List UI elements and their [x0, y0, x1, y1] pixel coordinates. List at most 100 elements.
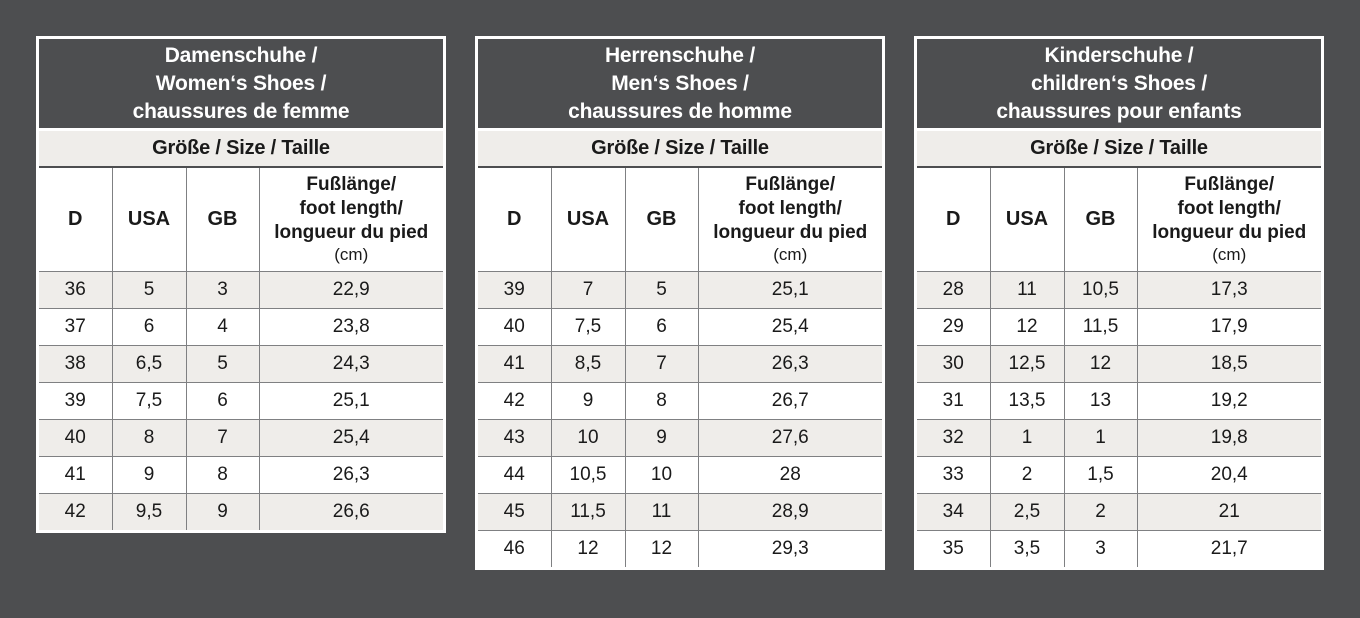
table-row: 38 6,5 5 24,3 — [39, 345, 443, 383]
cell-gb: 9 — [625, 419, 699, 457]
cell-footlength: 24,3 — [259, 345, 443, 383]
cell-gb: 13 — [1064, 382, 1138, 420]
cell-usa: 9 — [112, 456, 187, 494]
cell-d: 39 — [39, 382, 113, 420]
column-header-gb: GB — [186, 168, 260, 272]
table-row: 39 7 5 25,1 — [478, 271, 882, 309]
cell-d: 29 — [917, 308, 991, 346]
column-header-footlength: Fußlänge/ foot length/ longueur du pied … — [698, 168, 882, 272]
size-subheader: Größe / Size / Taille — [39, 131, 443, 168]
cell-usa: 5 — [112, 271, 187, 309]
table-row: 42 9,5 9 26,6 — [39, 493, 443, 530]
footlength-unit: (cm) — [334, 245, 369, 265]
cell-usa: 12 — [551, 530, 626, 567]
cell-usa: 8,5 — [551, 345, 626, 383]
cell-d: 38 — [39, 345, 113, 383]
cell-usa: 6,5 — [112, 345, 187, 383]
cell-gb: 6 — [186, 382, 260, 420]
table-row: 42 9 8 26,7 — [478, 382, 882, 420]
cell-gb: 2 — [1064, 493, 1138, 531]
cell-gb: 10,5 — [1064, 271, 1138, 309]
cell-footlength: 26,7 — [698, 382, 882, 420]
cell-d: 31 — [917, 382, 991, 420]
cell-footlength: 22,9 — [259, 271, 443, 309]
cell-footlength: 21,7 — [1210, 537, 1248, 559]
table-title-line: children‘s Shoes / — [1030, 71, 1208, 95]
cell-usa: 6 — [112, 308, 187, 346]
table-title-line: Herrenschuhe / — [604, 43, 756, 67]
cell-d: 43 — [478, 419, 552, 457]
footlength-unit: (cm) — [1212, 245, 1247, 265]
cell-d: 44 — [478, 456, 552, 494]
size-rows: 28 11 10,5 17,3 29 12 11,5 17,9 30 12,5 12 18,5 31 13… — [917, 271, 1321, 567]
footlength-label-en: foot length/ — [299, 198, 403, 220]
size-subheader: Größe / Size / Taille — [917, 131, 1321, 168]
table-row: 30 12,5 12 18,5 — [917, 345, 1321, 383]
cell-footlength: 25,4 — [259, 419, 443, 457]
table-title: Damenschuhe / Women‘s Shoes / chaussures d… — [39, 39, 443, 131]
cell-usa: 3,5 — [990, 530, 1065, 567]
cell-usa: 13,5 — [990, 382, 1065, 420]
size-grid: D USA GB Fußlänge/ foot length/ longueur… — [917, 168, 1321, 567]
cell-d: 41 — [478, 345, 552, 383]
column-header-usa: USA — [551, 168, 626, 272]
cell-gb: 6 — [625, 308, 699, 346]
table-row: 29 12 11,5 17,9 — [917, 308, 1321, 346]
cell-d: 36 — [39, 271, 113, 309]
cell-footlength: 29,3 — [771, 537, 809, 559]
table-title-line: Women‘s Shoes / — [155, 71, 327, 95]
cell-footlength: 23,8 — [259, 308, 443, 346]
table-row: 46 12 12 29,3 — [478, 530, 882, 567]
footlength-label-fr: longueur du pied — [1152, 222, 1307, 244]
cell-usa: 11 — [990, 271, 1065, 309]
cell-gb: 9 — [186, 493, 260, 530]
cell-d: 30 — [917, 345, 991, 383]
table-row: 44 10,5 10 28 — [478, 456, 882, 494]
cell-gb: 8 — [186, 456, 260, 494]
cell-d: 28 — [917, 271, 991, 309]
cell-gb: 3 — [186, 271, 260, 309]
table-row: 33 2 1,5 20,4 — [917, 456, 1321, 494]
cell-gb: 7 — [625, 345, 699, 383]
cell-footlength: 26,6 — [332, 500, 370, 522]
size-table-men: Herrenschuhe / Men‘s Shoes / chaussures de… — [475, 36, 885, 570]
cell-footlength: 26,3 — [698, 345, 882, 383]
cell-gb: 8 — [625, 382, 699, 420]
cell-usa: 9 — [551, 382, 626, 420]
cell-d: 40 — [39, 419, 113, 457]
cell-usa: 7,5 — [551, 308, 626, 346]
table-row: 35 3,5 3 21,7 — [917, 530, 1321, 567]
column-header-d: D — [39, 168, 113, 272]
table-row: 40 7,5 6 25,4 — [478, 308, 882, 346]
cell-footlength: 18,5 — [1137, 345, 1321, 383]
cell-gb: 3 — [1064, 530, 1138, 567]
cell-d: 34 — [917, 493, 991, 531]
size-subheader: Größe / Size / Taille — [478, 131, 882, 168]
table-row: 41 8,5 7 26,3 — [478, 345, 882, 383]
column-header-row: D USA GB Fußlänge/ foot length/ longueur… — [917, 168, 1321, 272]
cell-footlength: 20,4 — [1137, 456, 1321, 494]
cell-gb: 10 — [625, 456, 699, 494]
column-header-footlength: Fußlänge/ foot length/ longueur du pied … — [259, 168, 443, 272]
cell-gb: 1,5 — [1064, 456, 1138, 494]
cell-gb: 12 — [1064, 345, 1138, 383]
cell-footlength: 17,3 — [1137, 271, 1321, 309]
table-title-line: Damenschuhe / — [164, 43, 318, 67]
cell-footlength: 28,9 — [698, 493, 882, 531]
column-header-footlength: Fußlänge/ foot length/ longueur du pied … — [1137, 168, 1321, 272]
cell-gb: 5 — [625, 271, 699, 309]
size-table-women: Damenschuhe / Women‘s Shoes / chaussures d… — [36, 36, 446, 533]
cell-usa: 7,5 — [112, 382, 187, 420]
column-header-gb: GB — [1064, 168, 1138, 272]
table-row: 37 6 4 23,8 — [39, 308, 443, 346]
cell-usa: 2 — [990, 456, 1065, 494]
cell-d: 33 — [917, 456, 991, 494]
table-row: 43 10 9 27,6 — [478, 419, 882, 457]
footlength-label-de: Fußlänge/ — [1184, 174, 1275, 196]
size-grid: D USA GB Fußlänge/ foot length/ longueur… — [39, 168, 443, 530]
footlength-label-fr: longueur du pied — [713, 222, 868, 244]
column-header-d: D — [917, 168, 991, 272]
column-header-d: D — [478, 168, 552, 272]
table-row: 32 1 1 19,8 — [917, 419, 1321, 457]
cell-footlength: 19,8 — [1137, 419, 1321, 457]
